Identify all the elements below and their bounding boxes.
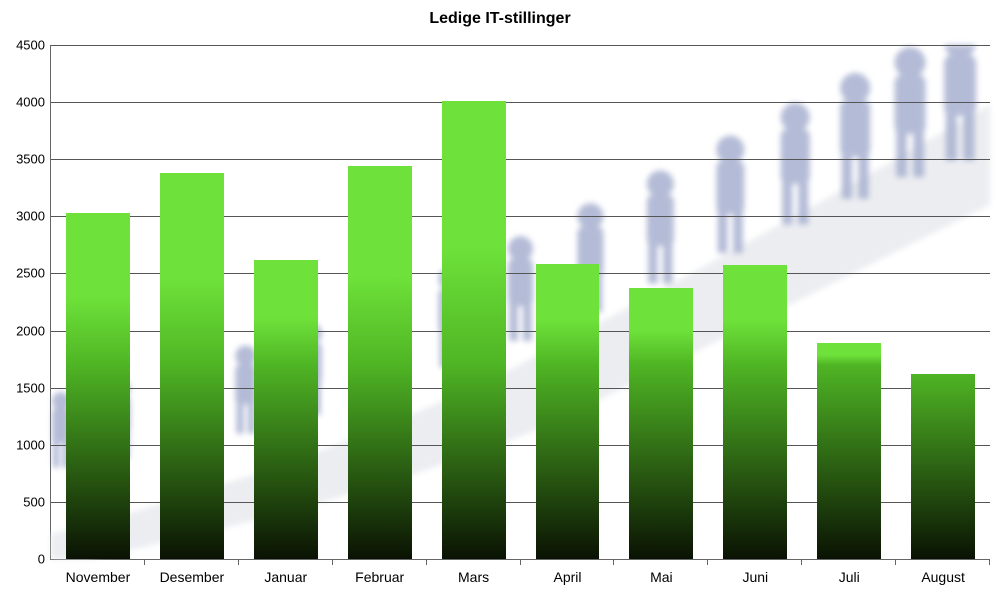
- bar-slot: November: [51, 45, 145, 559]
- bar-slot: Juni: [708, 45, 802, 559]
- xaxis-tick: [895, 559, 896, 565]
- bar: [348, 166, 412, 559]
- xaxis-tick: [520, 559, 521, 565]
- ytick-label: 0: [38, 552, 51, 567]
- bar-slot: April: [521, 45, 615, 559]
- bar-slot: August: [896, 45, 990, 559]
- bar: [911, 374, 975, 559]
- chart-container: Ledige IT-stillinger: [0, 0, 1000, 605]
- xaxis-tick: [707, 559, 708, 565]
- xaxis-tick: [238, 559, 239, 565]
- bar-slot: Januar: [239, 45, 333, 559]
- xtick-label: August: [921, 559, 965, 585]
- ytick-label: 1000: [16, 437, 51, 452]
- ytick-label: 500: [23, 494, 51, 509]
- xtick-label: Mai: [650, 559, 673, 585]
- bar-slot: Mars: [427, 45, 521, 559]
- xtick-label: Mars: [458, 559, 489, 585]
- bar: [629, 288, 693, 559]
- bar-slot: Desember: [145, 45, 239, 559]
- bar: [254, 260, 318, 559]
- bar: [442, 101, 506, 559]
- ytick-label: 2500: [16, 266, 51, 281]
- ytick-label: 3500: [16, 152, 51, 167]
- xaxis-tick: [989, 559, 990, 565]
- xtick-label: Juni: [742, 559, 768, 585]
- xaxis-tick: [332, 559, 333, 565]
- bar-slot: Mai: [614, 45, 708, 559]
- xtick-label: Juli: [839, 559, 860, 585]
- xtick-label: Januar: [264, 559, 307, 585]
- xaxis-tick: [801, 559, 802, 565]
- plot-area: 050010001500200025003000350040004500 Nov…: [50, 45, 990, 560]
- xtick-label: Februar: [355, 559, 404, 585]
- xaxis-tick: [144, 559, 145, 565]
- ytick-label: 2000: [16, 323, 51, 338]
- ytick-label: 4000: [16, 95, 51, 110]
- bar-slot: Juli: [802, 45, 896, 559]
- bar: [817, 343, 881, 559]
- xaxis-tick: [426, 559, 427, 565]
- bar: [66, 213, 130, 559]
- bars-layer: NovemberDesemberJanuarFebruarMarsAprilMa…: [51, 45, 990, 559]
- xtick-label: November: [66, 559, 131, 585]
- xtick-label: April: [553, 559, 581, 585]
- xtick-label: Desember: [160, 559, 225, 585]
- bar: [723, 265, 787, 559]
- ytick-label: 4500: [16, 38, 51, 53]
- xaxis-tick: [613, 559, 614, 565]
- bar-slot: Februar: [333, 45, 427, 559]
- ytick-label: 3000: [16, 209, 51, 224]
- bar: [160, 173, 224, 559]
- ytick-label: 1500: [16, 380, 51, 395]
- chart-title: Ledige IT-stillinger: [0, 10, 1000, 28]
- bar: [536, 264, 600, 559]
